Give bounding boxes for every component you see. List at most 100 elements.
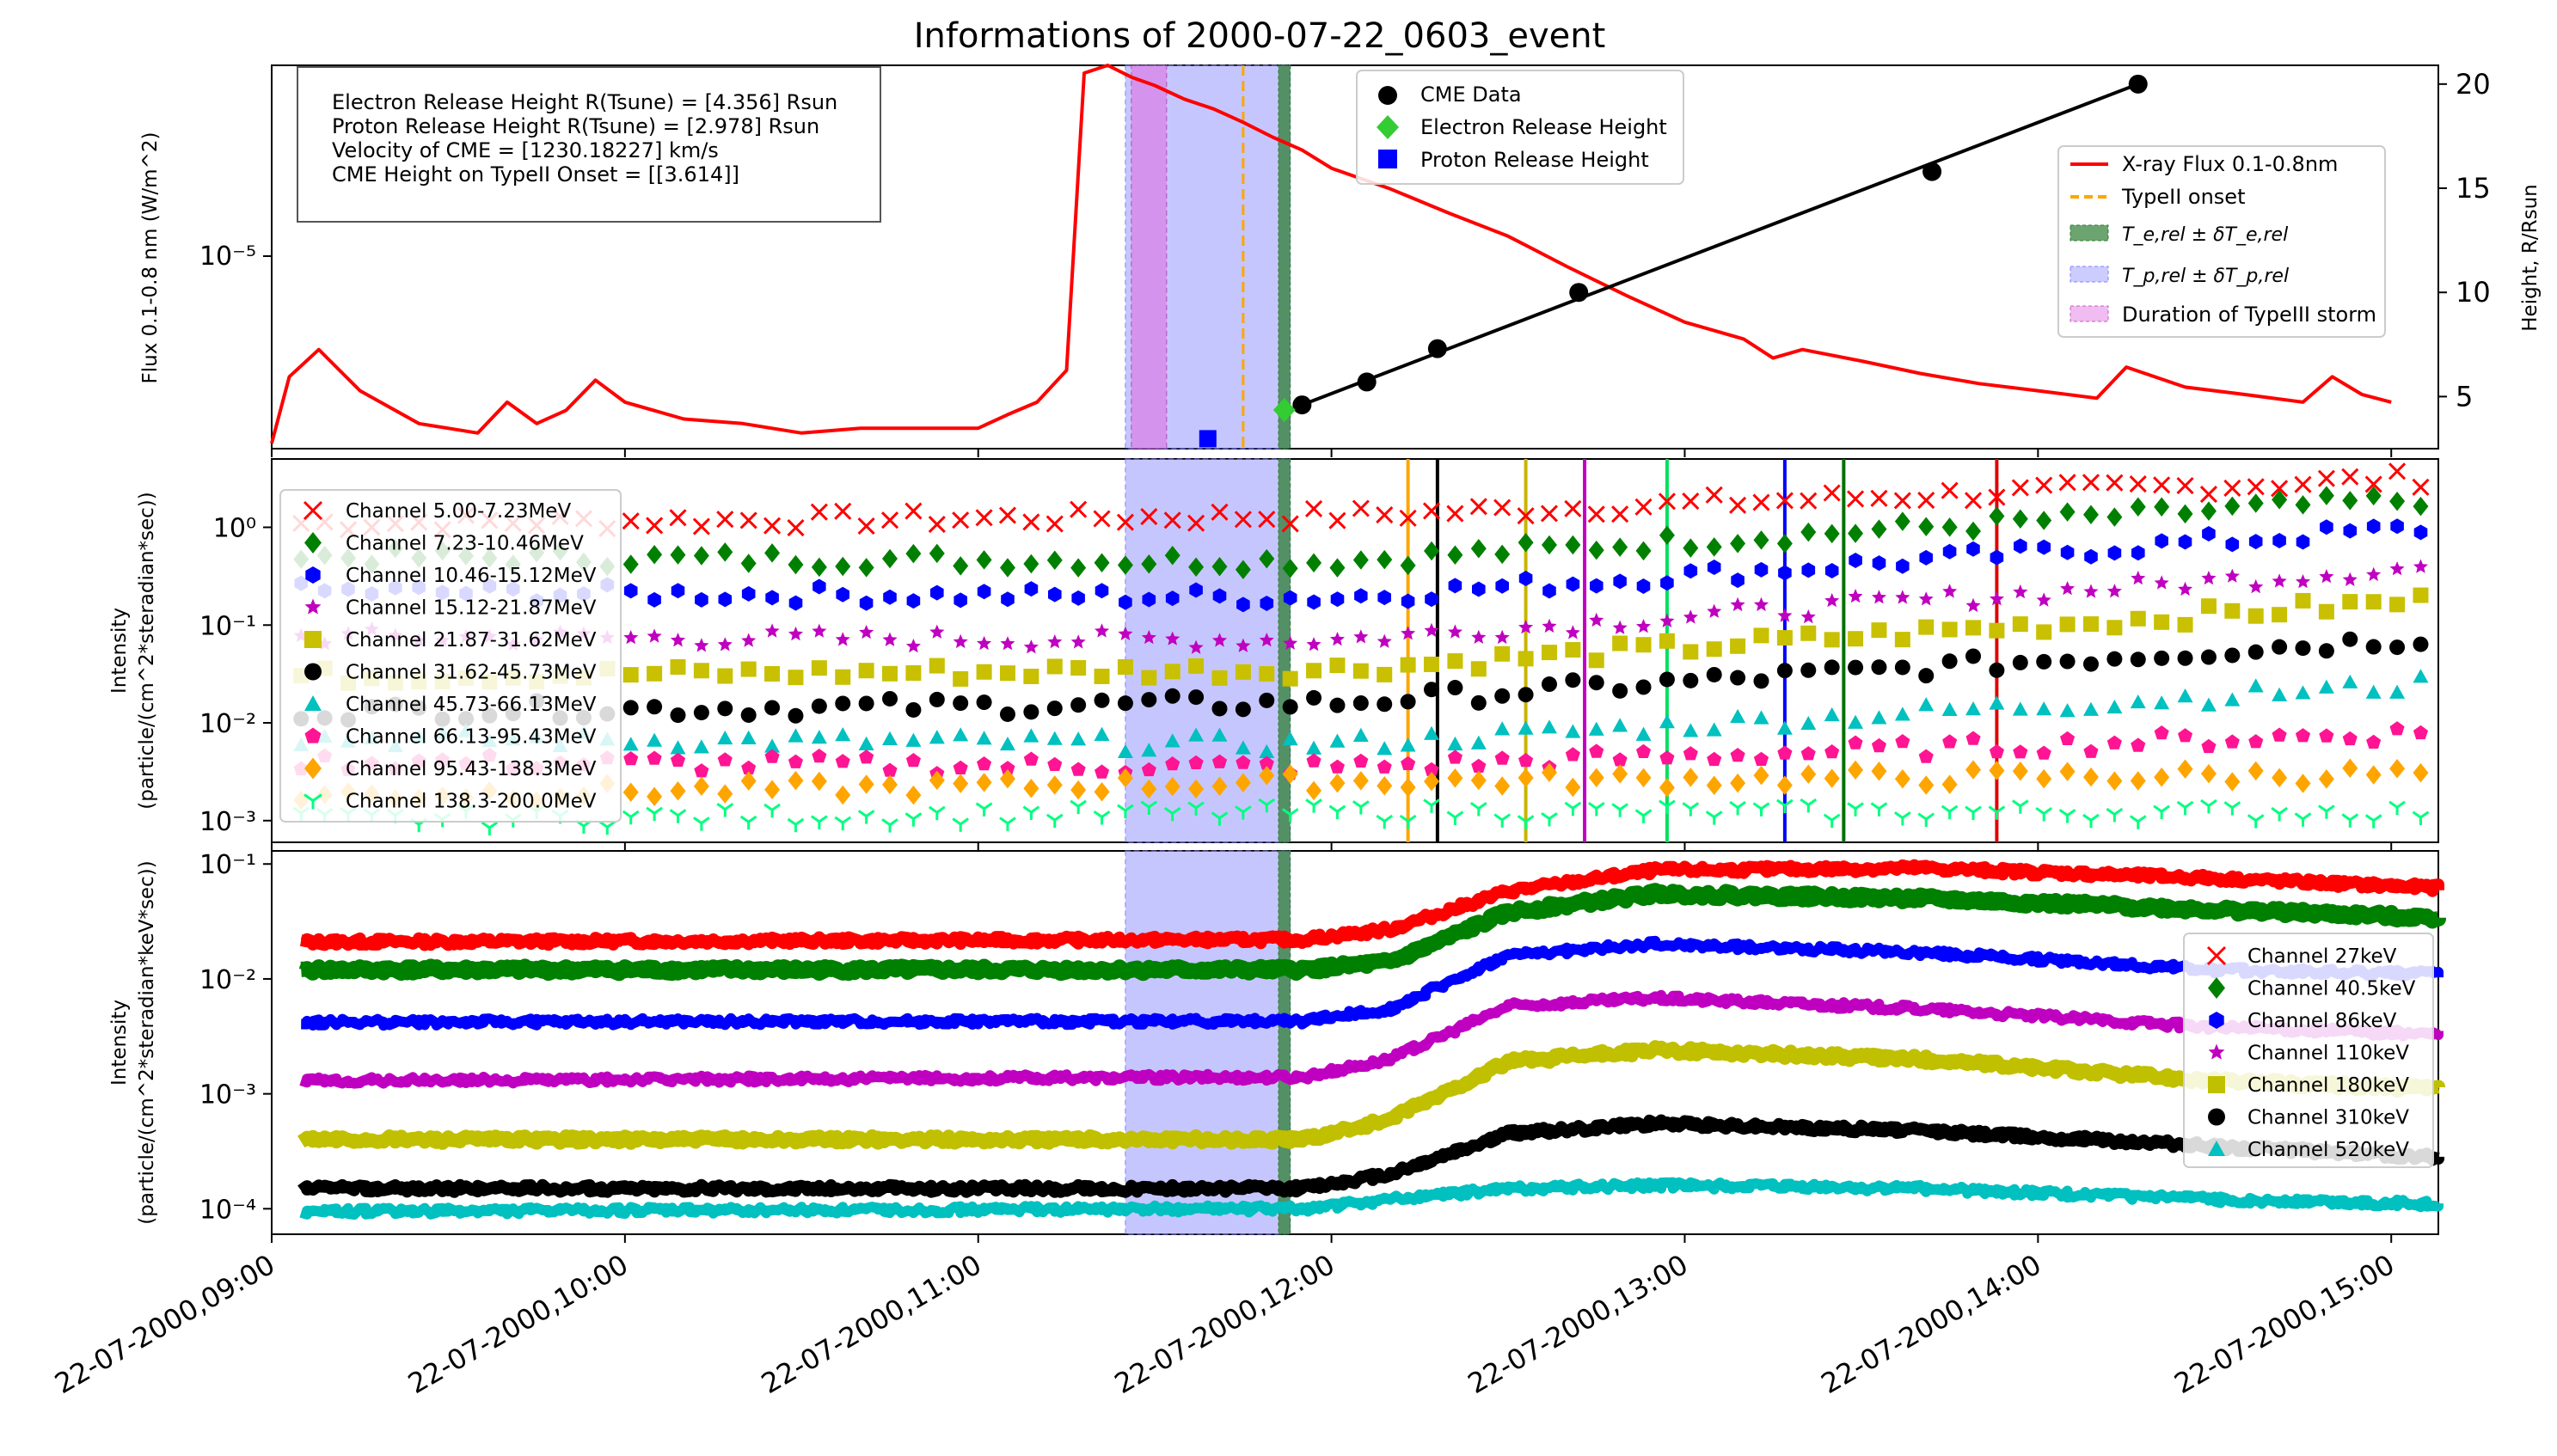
proton-release-band bbox=[1125, 850, 1291, 1235]
panel2-point bbox=[1047, 756, 1063, 771]
marker-stroke bbox=[794, 817, 805, 826]
marker-stroke bbox=[747, 815, 757, 823]
panel2-point bbox=[1824, 744, 1840, 759]
panel2-point bbox=[670, 781, 686, 801]
panel2-point bbox=[622, 512, 640, 530]
panel2-point bbox=[1259, 692, 1275, 708]
panel2-point bbox=[1612, 682, 1628, 699]
panel2-point bbox=[1636, 619, 1652, 633]
panel2-point bbox=[1635, 637, 1652, 653]
panel2-point bbox=[1753, 627, 1769, 644]
panel2-point bbox=[1848, 631, 1864, 647]
panel2-point bbox=[739, 815, 757, 830]
panel2-point bbox=[1070, 697, 1087, 713]
panel2-point bbox=[2084, 548, 2098, 565]
panel2-point bbox=[2272, 639, 2288, 655]
panel2-point bbox=[1989, 761, 2005, 780]
panel2-point bbox=[1612, 620, 1628, 634]
marker-stroke bbox=[1446, 505, 1464, 523]
marker-stroke bbox=[834, 816, 844, 824]
panel2-point bbox=[670, 658, 686, 675]
panel2-point bbox=[2036, 511, 2052, 530]
panel2-point bbox=[2318, 769, 2334, 789]
marker-stroke bbox=[1266, 798, 1276, 806]
panel2-point bbox=[717, 752, 733, 767]
panel2-point bbox=[1447, 545, 1463, 565]
marker-stroke bbox=[304, 793, 314, 802]
panel2-point bbox=[1494, 750, 1510, 765]
panel2-point bbox=[1211, 503, 1229, 521]
marker-stroke bbox=[1619, 803, 1629, 811]
panel2-point bbox=[1518, 687, 1534, 703]
panel2-point bbox=[1612, 718, 1628, 732]
panel2-point bbox=[1118, 626, 1133, 640]
legend2-label: Channel 31.62-45.73MeV bbox=[346, 662, 597, 684]
legend3-marker bbox=[2209, 1012, 2224, 1029]
x-tick-label: 22-07-2000,09:00 bbox=[49, 1248, 280, 1400]
panel2-point bbox=[2364, 475, 2382, 493]
panel2-point bbox=[1260, 596, 1274, 611]
panel2-point bbox=[623, 751, 639, 766]
marker-stroke bbox=[881, 818, 891, 826]
panel2-point bbox=[1095, 764, 1110, 779]
panel2-point bbox=[1283, 635, 1298, 650]
panel2-point bbox=[999, 558, 1015, 578]
panel2-point bbox=[1495, 578, 1509, 594]
panel2-point bbox=[1941, 774, 1958, 794]
panel2-point bbox=[1518, 768, 1534, 788]
panel2-point bbox=[1116, 513, 1134, 531]
marker-stroke bbox=[2231, 801, 2241, 809]
panel2-point bbox=[1611, 505, 1629, 523]
panel2-point bbox=[1895, 734, 1910, 749]
panel2-point bbox=[1282, 558, 1298, 578]
marker-stroke bbox=[2278, 806, 2288, 815]
panel2-point bbox=[1377, 775, 1393, 796]
marker-stroke bbox=[1941, 804, 1951, 813]
marker-stroke bbox=[481, 821, 491, 829]
legend-cme-marker bbox=[1378, 86, 1397, 105]
panel2-point bbox=[1683, 672, 1699, 688]
panel2-point bbox=[1565, 625, 1580, 639]
legend3-marker bbox=[2206, 945, 2227, 966]
panel2-point bbox=[647, 699, 663, 715]
panel2-point bbox=[2200, 697, 2217, 712]
legend-proton-label: Proton Release Height bbox=[1420, 148, 1649, 172]
panel2-point bbox=[2296, 534, 2310, 550]
panel2-point bbox=[1918, 591, 1934, 606]
marker-stroke bbox=[2349, 813, 2359, 822]
marker-stroke bbox=[1870, 489, 1888, 507]
marker-stroke bbox=[1328, 804, 1339, 813]
panel2-point bbox=[2342, 674, 2358, 688]
panel2-point bbox=[2247, 478, 2265, 496]
panel2-point bbox=[858, 736, 874, 750]
marker-stroke bbox=[716, 803, 727, 811]
panel2-point bbox=[741, 585, 756, 602]
panel2-point bbox=[1707, 603, 1722, 618]
panel2-point bbox=[1211, 557, 1228, 577]
panel2-point bbox=[2365, 486, 2382, 506]
marker-stroke bbox=[1893, 492, 1911, 510]
panel2-point bbox=[2388, 800, 2406, 816]
marker-stroke bbox=[2199, 485, 2217, 504]
panel2-point bbox=[1518, 620, 1534, 634]
panel2-point bbox=[882, 774, 898, 795]
panel2-point bbox=[977, 635, 992, 651]
panel2-point bbox=[622, 782, 639, 802]
electron-release-point bbox=[1272, 398, 1296, 423]
panel2-point bbox=[647, 545, 663, 565]
panel2-point bbox=[2389, 491, 2406, 511]
panel2-point bbox=[717, 542, 733, 562]
panel2-point bbox=[2013, 584, 2028, 599]
panel2-point bbox=[1824, 768, 1840, 788]
marker-stroke bbox=[1595, 802, 1605, 810]
panel2-point bbox=[1730, 773, 1746, 793]
marker-stroke bbox=[1713, 811, 1723, 818]
panel2-point bbox=[2413, 496, 2429, 517]
marker-stroke bbox=[1336, 804, 1346, 813]
panel2-point bbox=[2011, 479, 2029, 497]
panel2-point bbox=[859, 749, 874, 764]
panel2-point bbox=[1965, 760, 1982, 780]
panel2-point bbox=[763, 803, 781, 818]
panel2-point bbox=[1212, 588, 1227, 604]
panel2-point bbox=[953, 727, 969, 742]
